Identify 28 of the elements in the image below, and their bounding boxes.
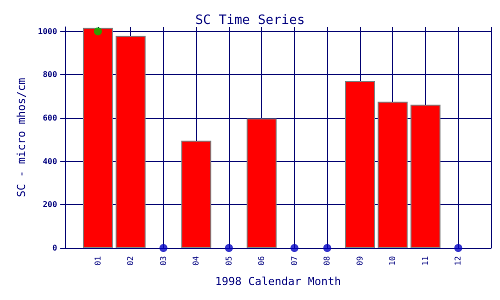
x-tick-label: 09 — [355, 256, 364, 266]
chart-title: SC Time Series — [195, 13, 305, 28]
bar — [82, 28, 113, 248]
x-tick-label: 11 — [420, 256, 430, 266]
bar — [410, 104, 440, 248]
y-tick-label: 0 — [52, 244, 58, 252]
x-tick-label: 04 — [192, 256, 201, 266]
x-tick-label: 10 — [388, 256, 398, 266]
x-tick-label: 06 — [257, 256, 266, 266]
x-tick-label: 02 — [126, 256, 136, 266]
x-tick-label: 01 — [93, 256, 102, 266]
y-tick-label: 200 — [42, 200, 58, 210]
bar — [246, 118, 277, 248]
bar — [181, 140, 212, 248]
x-axis-title: 1998 Calendar Month — [215, 275, 342, 288]
x-tick-label: 07 — [290, 256, 299, 266]
y-tick-label: 400 — [42, 156, 58, 166]
y-axis-title: SC - micro mhos/cm — [15, 78, 28, 198]
y-tick-label: 600 — [42, 114, 58, 122]
bar — [378, 102, 408, 248]
bar — [344, 80, 375, 248]
y-tick-label: 800 — [42, 70, 58, 80]
x-tick-label: 03 — [158, 256, 168, 266]
x-tick-label: 08 — [322, 256, 332, 266]
x-tick-label: 05 — [224, 256, 234, 266]
x-tick-label: 12 — [454, 256, 463, 266]
bar — [116, 36, 146, 248]
y-tick-label: 1000 — [38, 26, 58, 36]
